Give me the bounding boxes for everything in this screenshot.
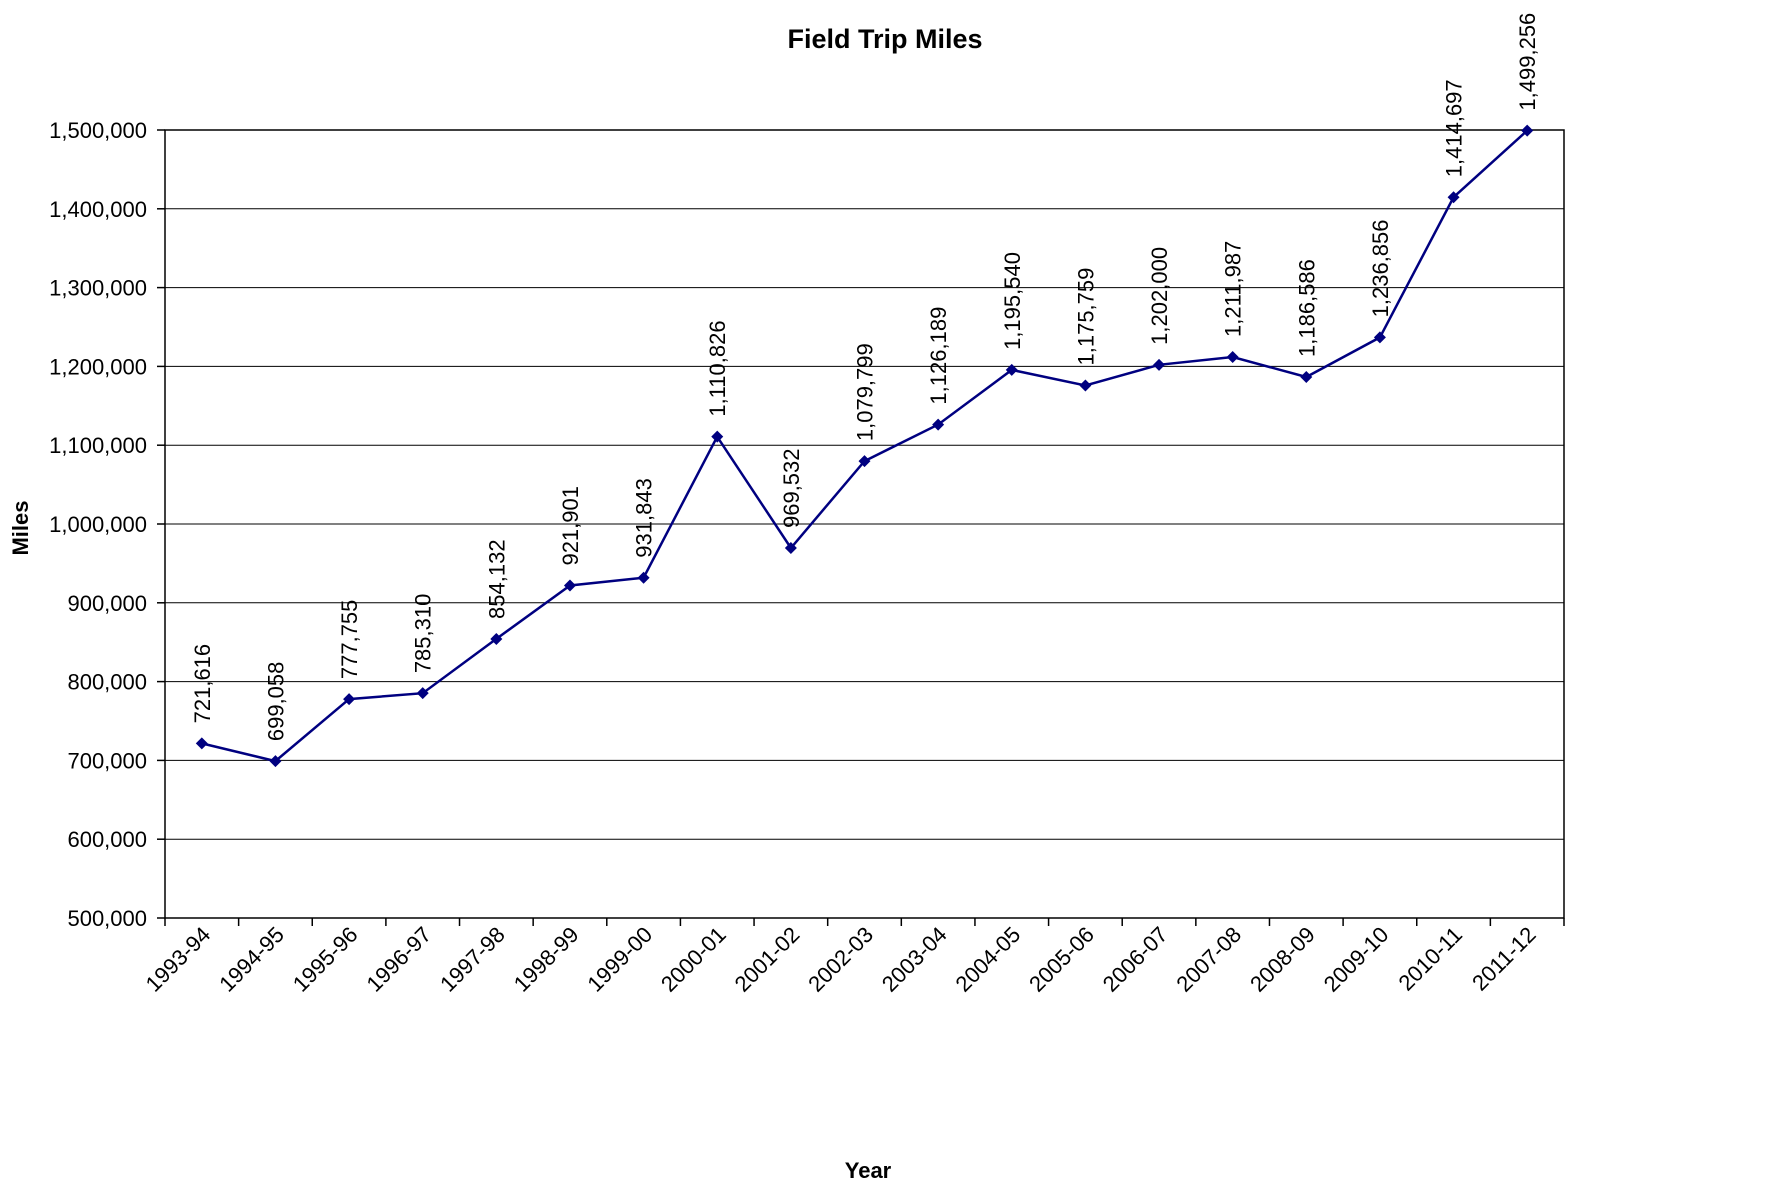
y-tick-label: 600,000 [67, 827, 147, 852]
data-point-marker [1226, 350, 1239, 363]
data-point-marker [490, 632, 503, 645]
y-tick-label: 500,000 [67, 906, 147, 931]
data-labels: 721,616 699,058 777,755 785,310 854,132 921,9… [190, 13, 1540, 741]
data-point-marker [784, 542, 797, 555]
y-axis: 500,000 600,000 700,000 800,000 900,000 1,000… [49, 118, 165, 931]
data-point-marker [1005, 363, 1018, 376]
data-point-marker [1079, 379, 1092, 392]
data-point-marker [1153, 358, 1166, 371]
data-label: 969,532 [779, 448, 804, 528]
data-label: 854,132 [484, 539, 509, 619]
data-label: 1,175,759 [1073, 268, 1098, 366]
data-label: 1,236,856 [1368, 219, 1393, 317]
data-label: 785,310 [411, 594, 436, 674]
data-point-marker [1373, 331, 1386, 344]
data-point-marker [858, 455, 871, 468]
y-tick-label: 1,000,000 [49, 512, 147, 537]
data-label: 1,499,256 [1515, 13, 1540, 111]
y-tick-label: 1,200,000 [49, 354, 147, 379]
data-label: 699,058 [263, 662, 288, 742]
data-label: 1,195,540 [1000, 252, 1025, 350]
data-label: 1,211,987 [1221, 241, 1246, 337]
x-axis-title: Year [845, 1158, 892, 1183]
y-tick-label: 1,500,000 [49, 118, 147, 143]
data-point-marker [269, 755, 282, 768]
y-axis-title: Miles [8, 500, 33, 555]
data-label: 921,901 [558, 486, 583, 566]
data-point-marker [1521, 124, 1534, 137]
data-point-marker [932, 418, 945, 431]
data-point-marker [416, 687, 429, 700]
data-label: 1,414,697 [1442, 79, 1467, 177]
data-markers [195, 124, 1534, 768]
data-label: 1,202,000 [1147, 247, 1172, 345]
y-tick-label: 900,000 [67, 591, 147, 616]
data-label: 931,843 [632, 478, 657, 558]
data-point-marker [637, 571, 650, 584]
y-tick-label: 700,000 [67, 748, 147, 773]
data-label: 1,110,826 [705, 320, 730, 416]
data-point-marker [195, 737, 208, 750]
data-label: 1,079,799 [853, 343, 878, 441]
data-point-marker [563, 579, 576, 592]
data-label: 1,186,586 [1294, 259, 1319, 357]
chart-title: Field Trip Miles [787, 24, 982, 54]
y-tick-label: 1,300,000 [49, 276, 147, 301]
y-tick-label: 800,000 [67, 670, 147, 695]
y-tick-label: 1,100,000 [49, 433, 147, 458]
data-label: 777,755 [337, 600, 362, 680]
data-label: 721,616 [190, 644, 215, 724]
data-point-marker [343, 693, 356, 706]
data-point-marker [711, 430, 724, 443]
data-label: 1,126,189 [926, 307, 951, 405]
y-tick-label: 1,400,000 [49, 197, 147, 222]
data-point-marker [1300, 370, 1313, 383]
data-point-marker [1447, 191, 1460, 204]
